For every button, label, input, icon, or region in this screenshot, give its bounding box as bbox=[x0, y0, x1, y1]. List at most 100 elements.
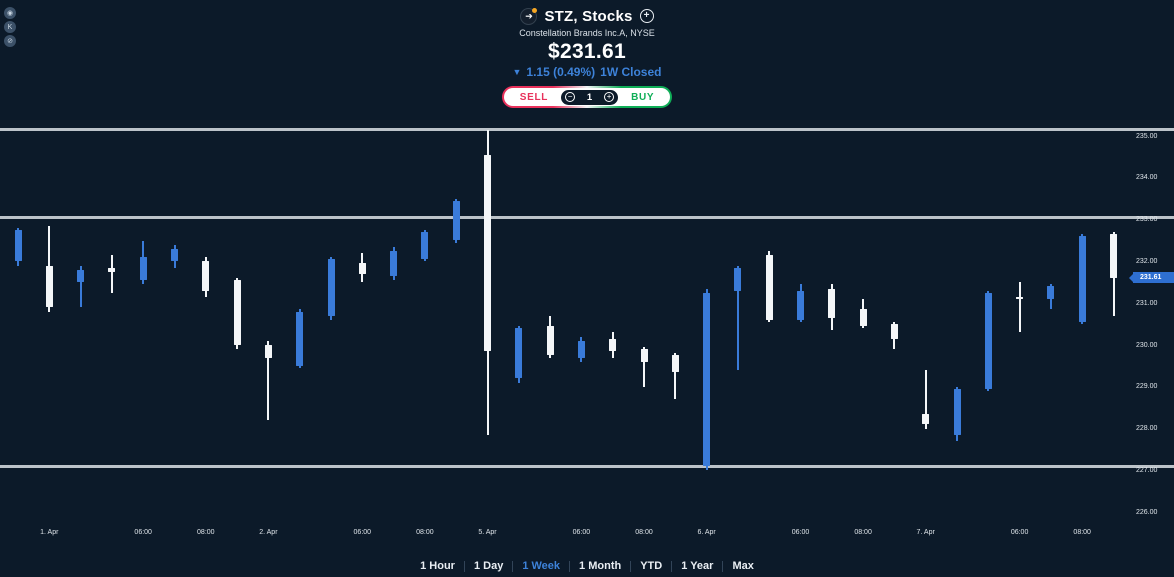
market-status: 1W Closed bbox=[600, 65, 662, 79]
y-axis-label: 228.00 bbox=[1136, 425, 1158, 433]
x-axis-label: 08:00 bbox=[635, 529, 653, 536]
instrument-title: STZ, Stocks bbox=[544, 7, 633, 25]
timeframe-separator bbox=[671, 560, 673, 572]
price-level-line[interactable] bbox=[0, 216, 1174, 219]
add-to-watchlist-icon[interactable]: + bbox=[639, 9, 654, 23]
candle-body bbox=[984, 292, 992, 389]
candle-body bbox=[296, 311, 304, 366]
instrument-subtitle: Constellation Brands Inc.A, NYSE bbox=[519, 28, 655, 38]
candle-body bbox=[609, 338, 617, 352]
candle-body bbox=[671, 355, 679, 373]
candle-wick bbox=[267, 340, 270, 421]
timeframe-1-week[interactable]: 1 Week bbox=[513, 560, 569, 572]
x-axis-label: 1. Apr bbox=[40, 529, 59, 536]
current-price: $231.61 bbox=[547, 40, 626, 63]
candle-body bbox=[577, 340, 585, 358]
timeframe-separator bbox=[512, 560, 514, 572]
candle-body bbox=[1016, 296, 1024, 299]
candle-body bbox=[953, 388, 961, 435]
candle-body bbox=[45, 265, 53, 308]
candle-body bbox=[703, 292, 711, 467]
candle-body bbox=[1110, 234, 1117, 278]
candle-wick bbox=[736, 265, 739, 371]
price-level-line[interactable] bbox=[0, 128, 1174, 132]
last-price-tag: 231.61 bbox=[1133, 272, 1174, 284]
sell-button[interactable]: SELL bbox=[507, 92, 561, 103]
quantity-increase-icon[interactable]: + bbox=[604, 92, 615, 102]
candle-body bbox=[515, 328, 523, 379]
timeframe-separator bbox=[463, 560, 465, 572]
candle-body bbox=[452, 200, 460, 241]
price-change-row: ▼ 1.15 (0.49%) 1W Closed bbox=[513, 65, 662, 79]
candle-body bbox=[108, 267, 116, 272]
timeframe-1-year[interactable]: 1 Year bbox=[672, 560, 722, 572]
trade-pill: SELL − 1 + BUY bbox=[501, 86, 673, 108]
instrument-header: ➔ STZ, Stocks + Constellation Brands Inc… bbox=[0, 7, 1174, 108]
y-axis-label: 234.00 bbox=[1136, 174, 1158, 182]
candle-body bbox=[734, 267, 742, 291]
price-change: 1.15 (0.49%) bbox=[526, 65, 596, 79]
x-axis-label: 2. Apr bbox=[259, 529, 278, 536]
timeframe-ytd[interactable]: YTD bbox=[631, 560, 671, 572]
candle-body bbox=[327, 259, 335, 316]
x-axis-label: 08:00 bbox=[1073, 529, 1091, 536]
candle-wick bbox=[1018, 282, 1021, 333]
candle-body bbox=[233, 280, 241, 345]
candle-wick bbox=[643, 347, 645, 387]
timeframe-1-day[interactable]: 1 Day bbox=[465, 560, 512, 572]
y-axis-label: 233.00 bbox=[1136, 216, 1158, 224]
record-icon[interactable]: ◉ bbox=[4, 7, 16, 19]
timeframe-1-month[interactable]: 1 Month bbox=[570, 560, 630, 572]
candle-body bbox=[264, 345, 272, 358]
candle-body bbox=[14, 230, 22, 262]
block-icon[interactable]: ⊘ bbox=[4, 35, 16, 47]
x-axis-label: 06:00 bbox=[353, 529, 372, 536]
candle-body bbox=[421, 232, 429, 260]
quantity-decrease-icon[interactable]: − bbox=[565, 92, 576, 102]
y-axis-label: 235.00 bbox=[1136, 132, 1158, 140]
y-axis-label: 229.00 bbox=[1136, 383, 1158, 391]
candle-body bbox=[828, 288, 836, 318]
x-axis-label: 08:00 bbox=[854, 529, 872, 536]
candle-wick bbox=[924, 370, 927, 429]
candle-body bbox=[546, 326, 554, 356]
y-axis-label: 227.00 bbox=[1136, 466, 1158, 474]
k-circle-icon[interactable]: K bbox=[4, 21, 16, 33]
candle-body bbox=[922, 413, 930, 425]
quantity-value[interactable]: 1 bbox=[586, 91, 593, 103]
stz-logo-icon: ➔ bbox=[520, 7, 538, 25]
candle-body bbox=[1047, 286, 1055, 299]
candle-body bbox=[1078, 236, 1086, 322]
candle-body bbox=[765, 255, 773, 320]
timeframe-separator bbox=[722, 560, 724, 572]
price-level-line[interactable] bbox=[0, 464, 1174, 468]
x-axis-label: 06:00 bbox=[791, 529, 810, 536]
candle-body bbox=[171, 248, 178, 262]
x-axis-label: 06:00 bbox=[134, 529, 152, 536]
x-axis-label: 06:00 bbox=[1010, 529, 1029, 536]
trade-pill-inner: SELL − 1 + BUY bbox=[503, 88, 671, 106]
candle-body bbox=[859, 309, 867, 327]
timeframe-1-hour[interactable]: 1 Hour bbox=[411, 560, 464, 572]
x-axis-label: 6. Apr bbox=[697, 529, 716, 536]
x-axis-label: 08:00 bbox=[197, 529, 215, 536]
x-axis-label: 08:00 bbox=[416, 529, 434, 536]
candle-wick bbox=[79, 265, 82, 308]
candle-wick bbox=[110, 255, 113, 293]
y-axis-label: 231.00 bbox=[1136, 299, 1158, 307]
logo-arrow-glyph: ➔ bbox=[525, 10, 533, 21]
candle-body bbox=[890, 324, 898, 339]
timeframe-bar: 1 Hour 1 Day 1 Week 1 Month YTD 1 Year Max bbox=[0, 560, 1174, 572]
y-axis-label: 232.00 bbox=[1136, 257, 1158, 265]
buy-button[interactable]: BUY bbox=[618, 92, 667, 103]
timeframe-max[interactable]: Max bbox=[723, 560, 762, 572]
overlay-icon-stack: ◉ K ⊘ bbox=[4, 7, 16, 47]
y-axis-label: 230.00 bbox=[1136, 341, 1158, 349]
candle-body bbox=[390, 250, 398, 277]
timeframe-separator bbox=[569, 560, 571, 572]
title-row: ➔ STZ, Stocks + bbox=[520, 7, 654, 25]
x-axis-label: 06:00 bbox=[572, 529, 591, 536]
y-axis-label: 226.00 bbox=[1136, 508, 1158, 516]
